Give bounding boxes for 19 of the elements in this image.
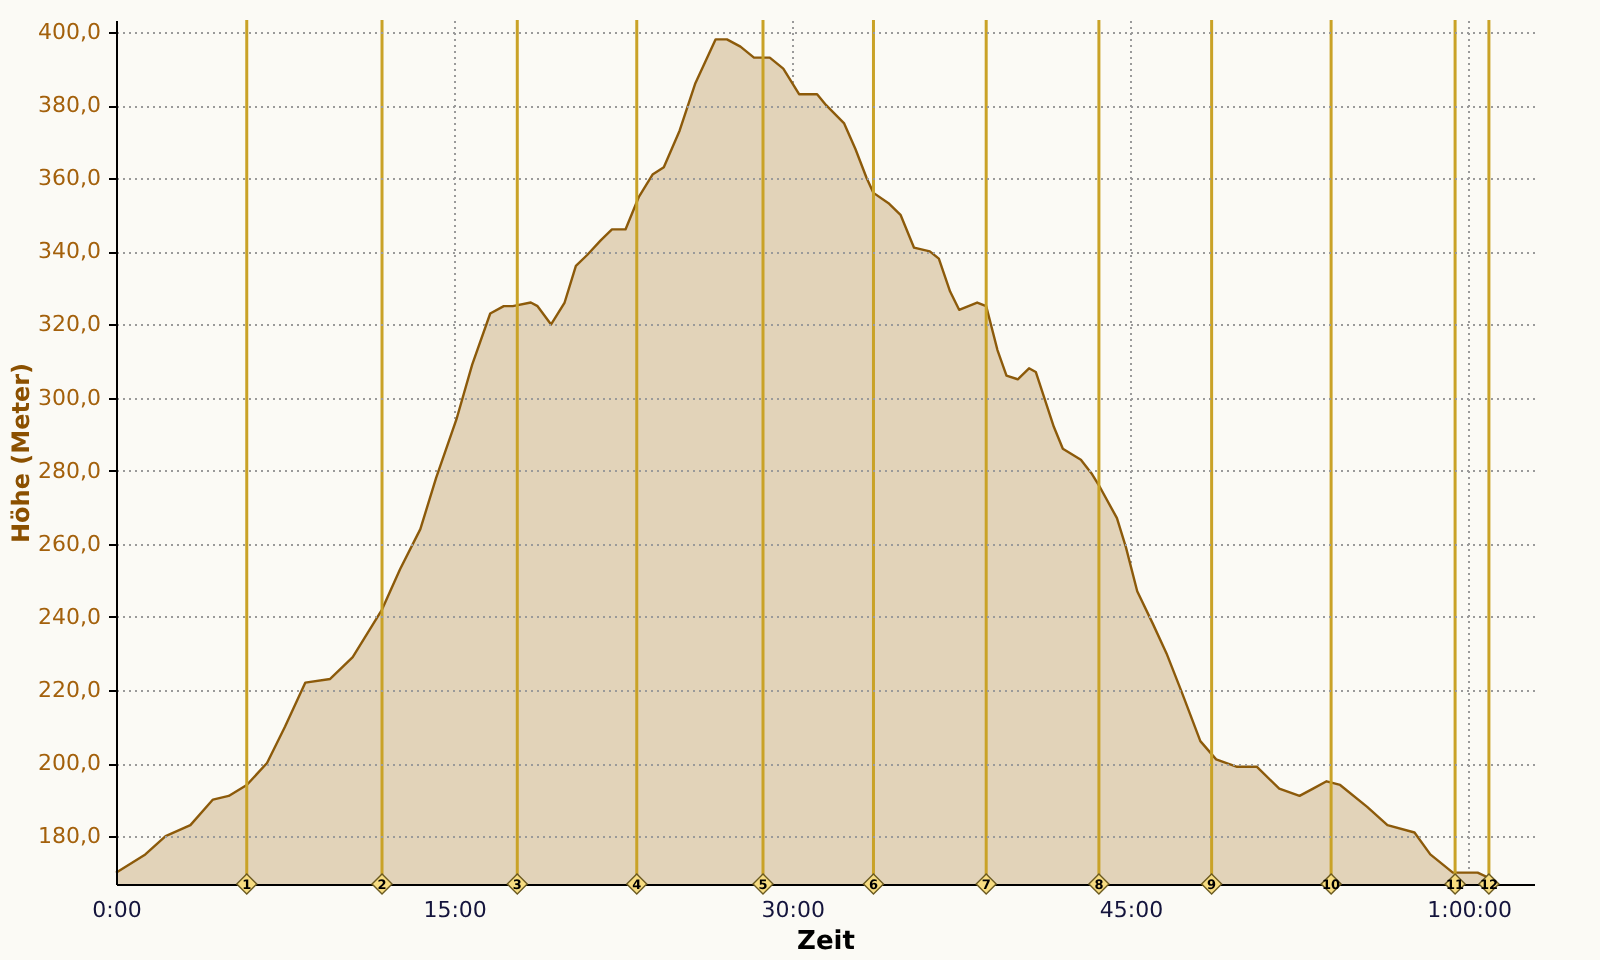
y-tick-label: 320,0 <box>38 311 101 338</box>
y-tick-label: 180,0 <box>38 823 101 850</box>
x-tick-label: 45:00 <box>1099 897 1164 923</box>
x-tick-label: 1:00:00 <box>1427 897 1513 923</box>
x-axis-title: Zeit <box>797 927 855 957</box>
y-tick-label: 280,0 <box>38 457 101 484</box>
x-tick-label: 15:00 <box>423 897 487 923</box>
y-tick-label: 200,0 <box>38 750 101 777</box>
y-tick-label: 380,0 <box>38 92 101 119</box>
y-tick-label: 400,0 <box>38 19 101 46</box>
y-tick-label: 300,0 <box>38 384 101 411</box>
x-tick-label: 30:00 <box>761 897 826 923</box>
y-tick-label: 240,0 <box>38 603 101 630</box>
y-axis-title: Höhe (Meter) <box>7 363 35 543</box>
y-tick-label: 260,0 <box>38 530 101 557</box>
y-tick-label: 220,0 <box>38 676 101 703</box>
y-tick-label: 360,0 <box>38 165 101 192</box>
x-tick-label: 0:00 <box>92 897 142 923</box>
y-tick-label: 340,0 <box>38 238 101 265</box>
